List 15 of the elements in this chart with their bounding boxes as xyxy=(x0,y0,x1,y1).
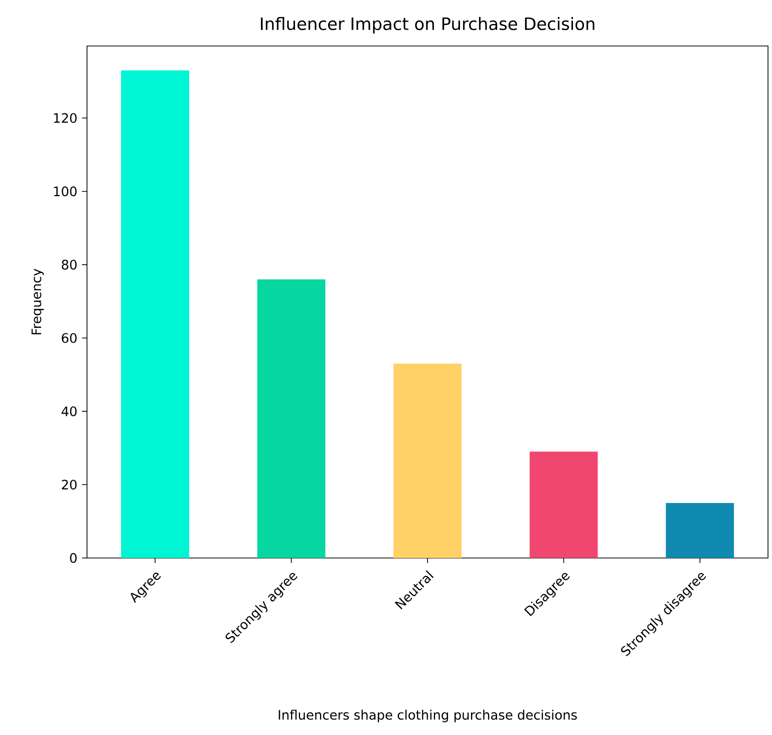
y-tick-label: 60 xyxy=(62,333,77,343)
bar xyxy=(257,279,326,558)
bar xyxy=(530,452,598,558)
chart-title: Influencer Impact on Purchase Decision xyxy=(260,17,594,34)
y-tick-label: 80 xyxy=(62,260,77,270)
x-axis-title: Influencers shape clothing purchase decisions xyxy=(278,710,577,722)
y-tick-label: 100 xyxy=(54,186,77,196)
y-tick-label: 0 xyxy=(70,553,77,563)
bar xyxy=(666,502,734,558)
y-tick-label: 120 xyxy=(54,113,77,123)
bar xyxy=(393,364,462,558)
y-axis-title: Frequency xyxy=(32,268,44,334)
y-tick-label: 40 xyxy=(62,406,77,416)
y-tick-label: 20 xyxy=(62,480,77,490)
bar xyxy=(121,70,190,558)
